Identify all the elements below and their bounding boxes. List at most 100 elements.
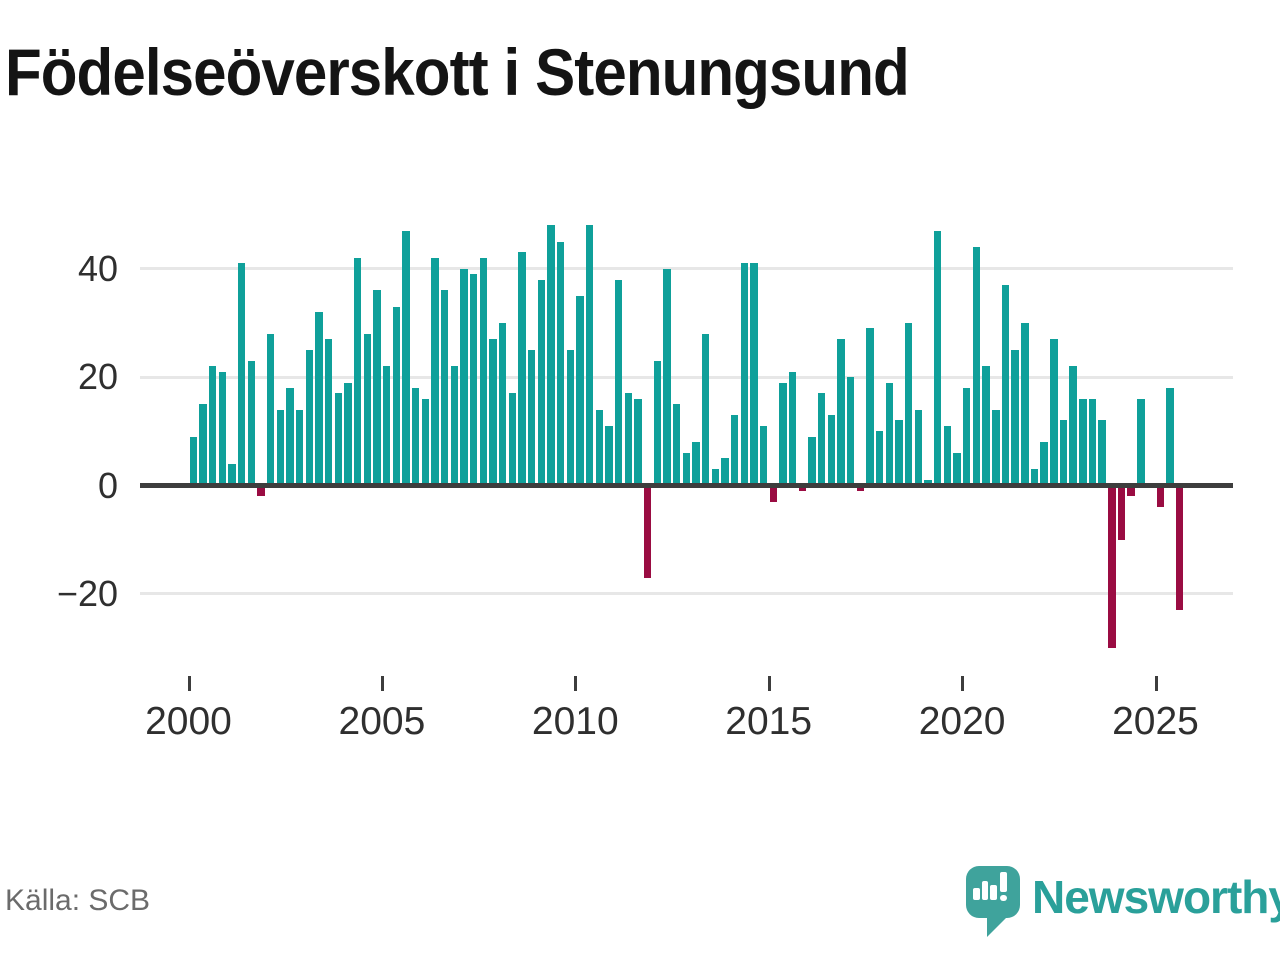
bar-2019-Q3	[943, 425, 952, 487]
bar-2016-Q3	[827, 415, 836, 487]
bar-2008-Q2	[508, 393, 516, 487]
x-axis-label-2005: 2005	[338, 700, 426, 743]
x-axis-label-2020: 2020	[918, 700, 1006, 743]
bar-2004-Q3	[363, 333, 371, 487]
bar-2007-Q3	[479, 257, 487, 487]
bar-2018-Q1	[885, 382, 894, 487]
bar-2019-Q2	[934, 230, 942, 487]
logo-exclamation-dot	[1000, 895, 1007, 901]
bar-2010-Q3	[595, 409, 604, 487]
bar-2020-Q4	[992, 409, 1000, 487]
bar-2020-Q2	[972, 247, 981, 487]
gridline-y-20	[140, 375, 1233, 379]
x-axis-label-2000: 2000	[145, 700, 232, 743]
bar-2016-Q4	[837, 339, 845, 487]
bar-2009-Q4	[566, 350, 575, 487]
bar-2011-Q2	[624, 393, 633, 487]
bar-2017-Q2	[856, 485, 865, 491]
bar-2010-Q1	[576, 295, 584, 487]
bar-2002-Q1	[266, 333, 275, 487]
bar-2000-Q3	[208, 366, 217, 487]
bar-2024-Q3	[1137, 398, 1145, 487]
bar-2025-Q2	[1166, 387, 1174, 487]
bar-2006-Q3	[440, 290, 449, 487]
bar-2005-Q3	[402, 230, 410, 487]
bar-2009-Q1	[537, 279, 545, 487]
bar-2010-Q4	[605, 425, 613, 487]
bar-2003-Q3	[324, 339, 333, 487]
bar-2023-Q1	[1079, 398, 1087, 487]
y-axis-label-20: 20	[77, 356, 118, 398]
x-axis-label-2025: 2025	[1112, 700, 1199, 743]
bar-2017-Q3	[866, 328, 874, 487]
bar-2013-Q3	[711, 469, 720, 487]
bar-2007-Q1	[460, 268, 468, 487]
bar-2001-Q2	[237, 263, 246, 487]
bar-2006-Q2	[431, 257, 439, 487]
source-label: Källa: SCB	[5, 884, 151, 917]
bar-2024-Q2	[1127, 485, 1135, 497]
bar-2012-Q1	[653, 360, 662, 487]
gridline-y--20	[140, 592, 1233, 596]
bar-2023-Q3	[1098, 420, 1106, 487]
bar-2018-Q2	[895, 420, 903, 487]
bar-2001-Q4	[257, 485, 265, 497]
bar-2015-Q1	[769, 485, 778, 502]
logo-exclamation-bar	[1000, 871, 1007, 892]
bar-2012-Q2	[663, 268, 671, 487]
bar-2022-Q1	[1040, 442, 1048, 487]
x-axis-tick-2025	[1154, 676, 1158, 691]
bar-2003-Q1	[305, 350, 313, 487]
logo-minibar-3	[990, 884, 997, 900]
bar-2022-Q4	[1069, 366, 1077, 487]
bar-2021-Q4	[1030, 469, 1039, 487]
bar-2008-Q3	[518, 252, 526, 487]
bar-2008-Q1	[498, 322, 507, 487]
bar-2001-Q3	[247, 360, 255, 487]
x-axis-label-2015: 2015	[725, 700, 813, 743]
bar-2009-Q3	[556, 241, 565, 487]
bar-2011-Q1	[614, 279, 623, 487]
x-axis-tick-2005	[380, 676, 384, 691]
bar-2003-Q4	[334, 393, 342, 487]
bar-2016-Q1	[808, 436, 816, 487]
bar-2006-Q1	[421, 398, 429, 487]
bar-2015-Q2	[779, 382, 787, 487]
bar-2005-Q4	[411, 387, 420, 487]
bar-2009-Q2	[547, 225, 555, 487]
bar-2004-Q4	[373, 290, 381, 487]
x-axis-label-2010: 2010	[531, 700, 619, 743]
bar-2007-Q4	[489, 339, 497, 487]
bar-2001-Q1	[228, 463, 236, 487]
bar-2022-Q3	[1059, 420, 1068, 487]
bar-2014-Q1	[731, 415, 739, 487]
y-axis-label-40: 40	[77, 247, 118, 289]
bar-2021-Q1	[1001, 284, 1010, 487]
bar-2017-Q4	[876, 431, 884, 487]
bar-2012-Q4	[682, 452, 691, 487]
bar-2014-Q2	[740, 263, 749, 487]
bar-2005-Q1	[382, 366, 391, 487]
bar-2025-Q3	[1175, 485, 1184, 611]
bar-2004-Q1	[344, 382, 352, 487]
bar-2000-Q2	[199, 404, 207, 487]
bar-2002-Q3	[286, 387, 294, 487]
x-axis-tick-2010	[574, 676, 578, 691]
bar-2004-Q2	[353, 257, 362, 487]
y-axis-label--20: −20	[56, 572, 118, 614]
x-axis-tick-2020	[961, 676, 965, 691]
bar-2014-Q4	[760, 425, 768, 487]
chart-title: Födelseöverskott i Stenungsund	[5, 35, 910, 109]
bar-2020-Q3	[982, 366, 990, 487]
bar-2002-Q4	[295, 409, 304, 487]
bar-2013-Q1	[692, 442, 700, 487]
bar-2018-Q4	[914, 409, 923, 487]
bar-2019-Q4	[953, 452, 961, 487]
gridline-y-40	[140, 267, 1233, 271]
logo-pin-tail	[987, 914, 1010, 937]
x-axis-tick-2000	[187, 676, 191, 691]
bar-2005-Q2	[392, 306, 400, 487]
bar-2025-Q1	[1156, 485, 1164, 508]
bar-2024-Q1	[1117, 485, 1126, 540]
